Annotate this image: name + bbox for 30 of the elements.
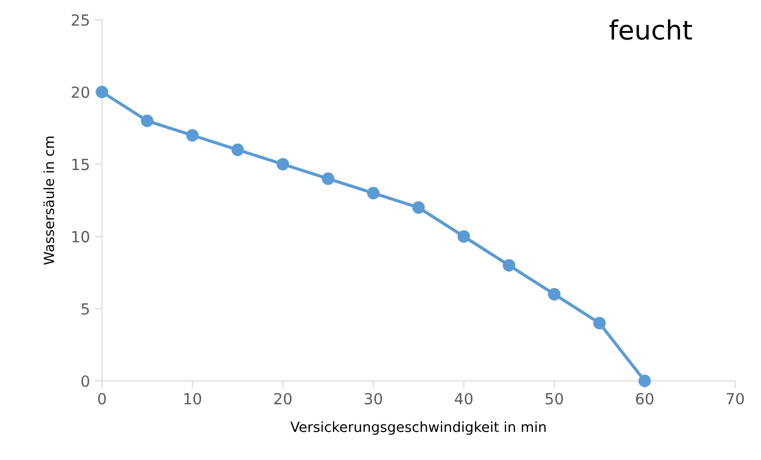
- point: [638, 374, 651, 388]
- x-tick-label: 40: [454, 392, 472, 405]
- point: [367, 186, 380, 200]
- point: [458, 230, 470, 243]
- point: [502, 259, 516, 272]
- point: [412, 201, 425, 214]
- point: [322, 172, 334, 185]
- y-tick-label: 25: [72, 14, 89, 26]
- x-tick-label: 70: [726, 392, 744, 405]
- x-tick-label: 30: [364, 392, 382, 405]
- point: [186, 129, 199, 142]
- chart-title: feucht: [609, 19, 692, 40]
- y-tick-label: 0: [81, 375, 90, 387]
- x-tick-label: 10: [184, 392, 202, 405]
- x-tick-label: 0: [98, 392, 106, 405]
- y-axis-title: Wassersäule in cm: [43, 136, 54, 265]
- point: [548, 288, 560, 300]
- y-tick-label: 10: [72, 230, 90, 242]
- x-tick-label: 50: [546, 392, 563, 405]
- point: [140, 114, 154, 128]
- y-tick-label: 15: [72, 158, 89, 170]
- y-tick-label: 20: [72, 86, 90, 98]
- point: [231, 144, 244, 156]
- point: [276, 158, 290, 170]
- point: [593, 316, 606, 330]
- y-tick-label: 5: [82, 303, 89, 315]
- x-tick-label: 60: [636, 392, 654, 405]
- x-axis-title: Versickerungsgeschwindigkeit in min: [290, 421, 546, 435]
- point: [96, 86, 108, 98]
- x-tick-label: 20: [274, 392, 292, 405]
